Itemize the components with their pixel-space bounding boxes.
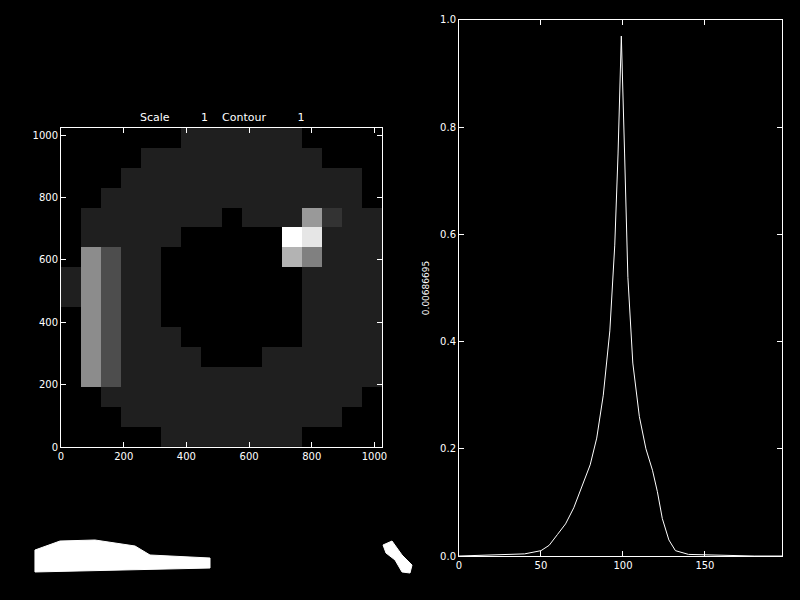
svg-text:0.4: 0.4 <box>440 336 456 347</box>
svg-text:400: 400 <box>39 317 58 328</box>
svg-text:0: 0 <box>456 560 462 571</box>
svg-text:Scale 1 Contour: Scale 1 Contour 1 <box>140 111 304 124</box>
svg-text:200: 200 <box>39 379 58 390</box>
svg-text:600: 600 <box>240 451 259 462</box>
svg-text:1000: 1000 <box>33 130 58 141</box>
svg-text:0.00686695: 0.00686695 <box>421 261 431 315</box>
svg-text:0.2: 0.2 <box>440 443 456 454</box>
svg-text:800: 800 <box>39 192 58 203</box>
svg-text:200: 200 <box>114 451 133 462</box>
svg-text:150: 150 <box>695 560 714 571</box>
svg-text:600: 600 <box>39 254 58 265</box>
svg-text:800: 800 <box>302 451 321 462</box>
svg-text:1.0: 1.0 <box>440 14 456 25</box>
svg-text:0.6: 0.6 <box>440 229 456 240</box>
svg-text:0: 0 <box>58 451 64 462</box>
svg-text:0.8: 0.8 <box>440 122 456 133</box>
svg-text:0.0: 0.0 <box>440 551 456 562</box>
svg-text:0: 0 <box>52 442 58 453</box>
svg-text:400: 400 <box>177 451 196 462</box>
svg-text:100: 100 <box>613 560 632 571</box>
svg-text:1000: 1000 <box>362 451 387 462</box>
svg-text:50: 50 <box>535 560 548 571</box>
